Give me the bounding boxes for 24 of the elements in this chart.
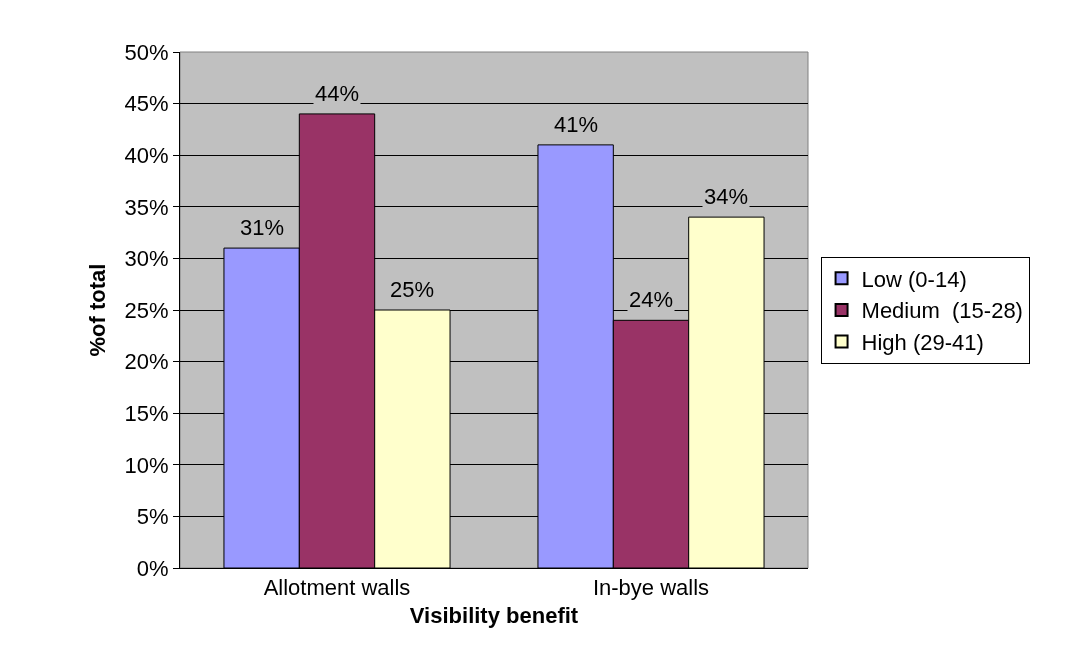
x-tick-label: Allotment walls xyxy=(263,575,411,601)
y-tick-label: 25% xyxy=(124,297,169,323)
x-axis-title: Visibility benefit xyxy=(409,603,579,629)
data-label: 34% xyxy=(704,184,749,209)
y-tick-label: 20% xyxy=(124,349,169,375)
y-axis-title: %of total xyxy=(85,263,111,357)
legend-label: Medium (15-28) xyxy=(861,298,1023,324)
y-tick-label: 40% xyxy=(124,142,169,168)
data-label: 31% xyxy=(240,215,285,240)
y-tick-label: 0% xyxy=(136,555,169,581)
y-tick-label: 10% xyxy=(124,452,169,478)
y-tick-label: 5% xyxy=(136,504,169,530)
y-tick-label: 50% xyxy=(124,39,169,65)
data-label: 25% xyxy=(390,277,435,302)
y-tick-label: 15% xyxy=(124,400,169,426)
data-label: 24% xyxy=(629,287,674,312)
y-tick-label: 45% xyxy=(124,91,169,117)
data-label: 41% xyxy=(554,112,599,137)
legend-label: Low (0-14) xyxy=(861,266,967,292)
y-tick-label: 30% xyxy=(124,246,169,272)
y-tick-label: 35% xyxy=(124,194,169,220)
data-label: 44% xyxy=(315,81,360,106)
legend-label: High (29-41) xyxy=(861,330,984,356)
x-tick-label: In-bye walls xyxy=(592,575,710,601)
